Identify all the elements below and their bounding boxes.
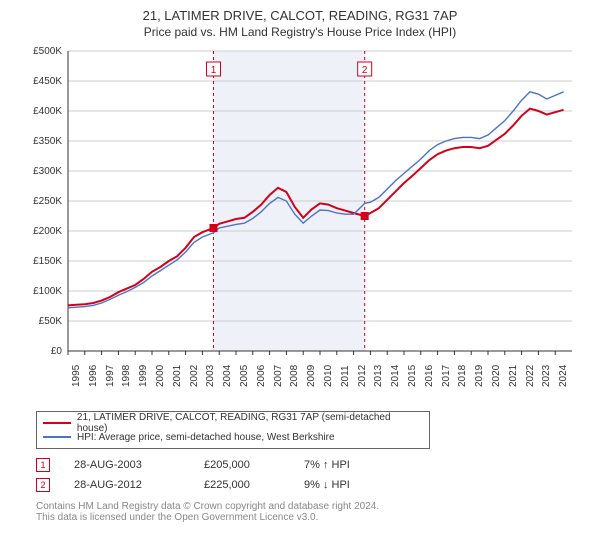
attribution-footer: Contains HM Land Registry data © Crown c… [36,501,580,523]
sales-table: 1 28-AUG-2003 £205,000 7% ↑ HPI 2 28-AUG… [36,455,580,495]
svg-text:2: 2 [362,65,368,76]
sale-price: £225,000 [204,479,304,491]
chart-title-subtitle: Price paid vs. HM Land Registry's House … [0,25,600,39]
chart-titles: 21, LATIMER DRIVE, CALCOT, READING, RG31… [0,0,600,43]
svg-text:£100K: £100K [33,286,62,297]
footer-line: This data is licensed under the Open Gov… [36,512,580,523]
svg-text:£500K: £500K [33,46,62,57]
sale-price: £205,000 [204,459,304,471]
svg-text:1: 1 [211,65,217,76]
svg-text:£0: £0 [51,346,63,357]
legend-swatch-hpi [43,436,71,438]
sale-date: 28-AUG-2012 [74,479,204,491]
svg-text:£200K: £200K [33,226,62,237]
chart-area: £0 £50K £100K £150K £200K £250K £300K £350K £400… [20,43,580,403]
svg-text:£50K: £50K [39,316,63,327]
page-root: 21, LATIMER DRIVE, CALCOT, READING, RG31… [0,0,600,523]
svg-text:£400K: £400K [33,106,62,117]
legend-row: 21, LATIMER DRIVE, CALCOT, READING, RG31… [43,416,423,430]
footer-line: Contains HM Land Registry data © Crown c… [36,501,580,512]
legend-swatch-property [43,422,71,424]
svg-text:£350K: £350K [33,136,62,147]
sale-row: 1 28-AUG-2003 £205,000 7% ↑ HPI [36,455,580,475]
sale-row: 2 28-AUG-2012 £225,000 9% ↓ HPI [36,475,580,495]
sale-marker-icon: 2 [36,478,50,492]
svg-text:£150K: £150K [33,256,62,267]
svg-text:£450K: £450K [33,76,62,87]
legend: 21, LATIMER DRIVE, CALCOT, READING, RG31… [36,411,430,449]
legend-label-hpi: HPI: Average price, semi-detached house,… [77,432,335,443]
sale-hpi-diff: 9% ↓ HPI [304,479,424,491]
chart-title-address: 21, LATIMER DRIVE, CALCOT, READING, RG31… [0,8,600,23]
sale-date: 28-AUG-2003 [74,459,204,471]
price-chart: £0 £50K £100K £150K £200K £250K £300K £350K £400… [20,43,580,403]
svg-text:£300K: £300K [33,166,62,177]
sale-marker-icon: 1 [36,458,50,472]
svg-text:£250K: £250K [33,196,62,207]
sale-hpi-diff: 7% ↑ HPI [304,459,424,471]
